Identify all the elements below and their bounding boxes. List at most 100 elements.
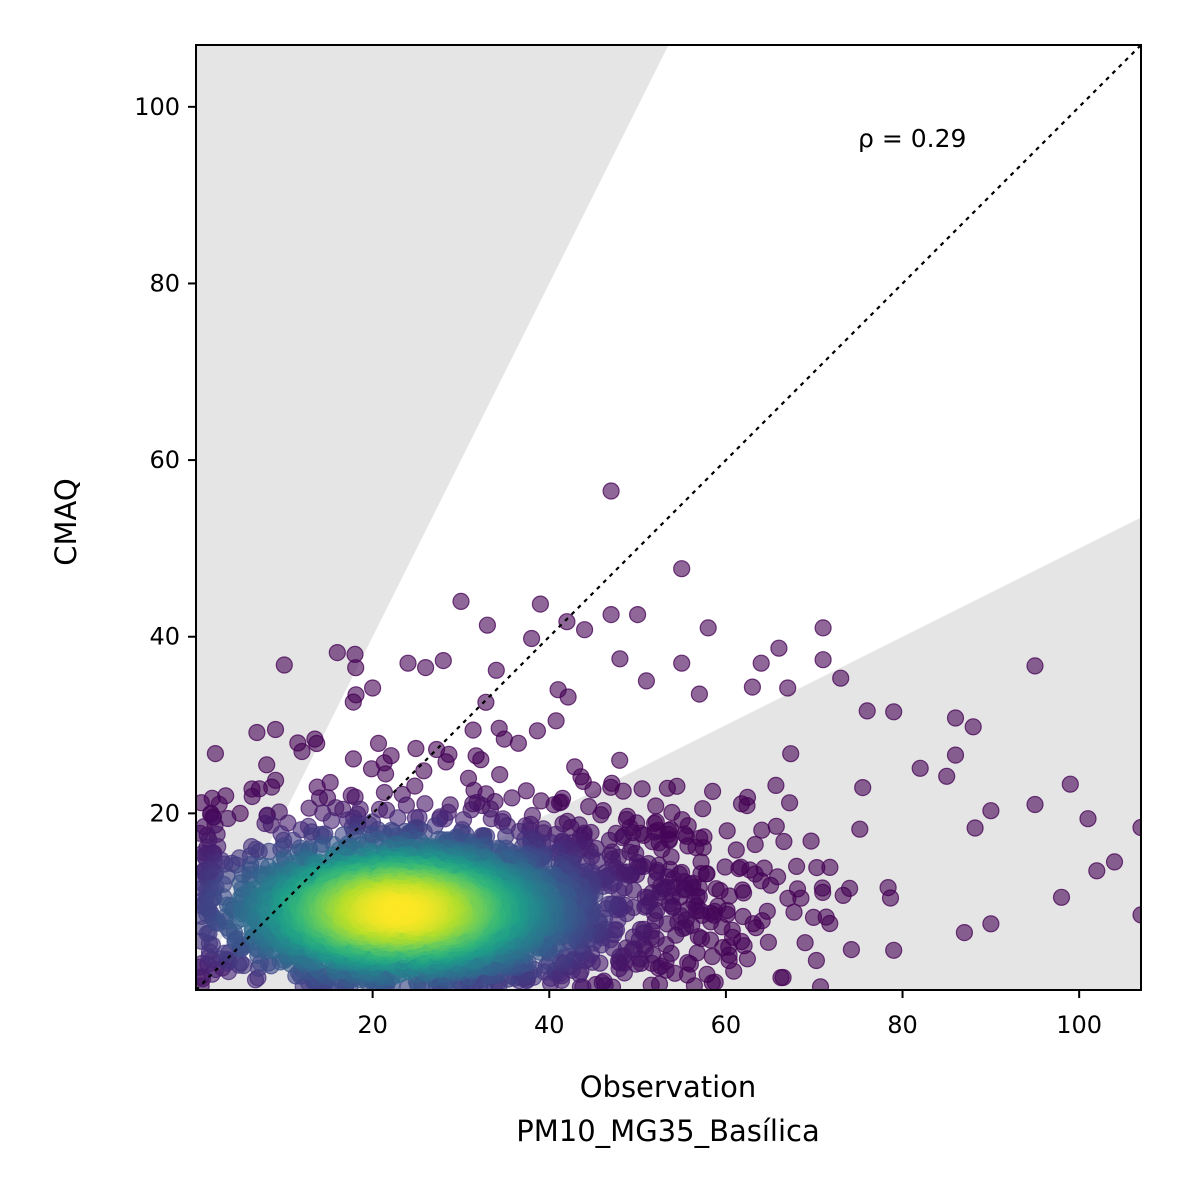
data-point [308, 734, 326, 753]
data-point [495, 730, 513, 748]
data-point [266, 720, 285, 739]
data-point [727, 841, 745, 859]
data-point [804, 908, 823, 927]
data-point [1132, 818, 1141, 837]
data-point [716, 858, 734, 876]
data-point [517, 782, 535, 800]
data-point [397, 796, 415, 814]
data-point [592, 806, 610, 824]
data-point [206, 744, 224, 763]
data-point [624, 928, 643, 946]
data-point [780, 794, 799, 812]
data-point [558, 613, 576, 631]
data-point [1105, 853, 1124, 871]
data-point [966, 819, 984, 837]
data-point [547, 712, 565, 730]
data-point [369, 734, 388, 753]
data-point [344, 693, 362, 711]
data-point [389, 900, 407, 918]
data-point [434, 651, 452, 670]
data-point [779, 679, 797, 697]
data-point [703, 947, 721, 966]
data-point [364, 679, 382, 697]
data-point [487, 661, 505, 679]
data-point [658, 779, 677, 797]
data-point [690, 685, 709, 703]
data-point [528, 722, 547, 740]
data-point [478, 616, 496, 634]
data-point [647, 797, 665, 815]
data-point [982, 915, 1000, 933]
data-point [858, 702, 876, 720]
data-point [753, 821, 771, 839]
data-point [653, 840, 671, 859]
data-point [289, 734, 307, 752]
data-point [782, 745, 800, 763]
correlation-annotation: ρ = 0.29 [858, 124, 966, 153]
data-point [437, 753, 455, 771]
data-point [779, 889, 797, 907]
data-point [743, 678, 762, 696]
data-point [633, 780, 651, 798]
data-point [767, 817, 785, 835]
data-point [611, 650, 629, 668]
data-point [767, 776, 785, 795]
data-point [752, 654, 770, 672]
data-point [911, 759, 929, 777]
data-point [699, 619, 717, 637]
data-point [275, 656, 293, 674]
y-tick-label: 20 [149, 799, 180, 827]
data-point [263, 778, 281, 796]
data-point [522, 629, 541, 648]
data-point [770, 639, 788, 657]
data-point [417, 658, 435, 677]
data-point [698, 965, 716, 984]
data-point [673, 560, 691, 578]
data-point [759, 933, 778, 951]
x-tick-label: 100 [1056, 1011, 1102, 1039]
data-point [854, 778, 872, 797]
x-tick-label: 20 [357, 1011, 388, 1039]
data-point [602, 482, 620, 500]
data-point [347, 659, 365, 677]
data-point [679, 837, 697, 855]
data-point [375, 783, 393, 802]
data-point [464, 721, 482, 739]
data-point [694, 800, 712, 818]
data-point [472, 751, 490, 769]
data-point [628, 605, 647, 624]
data-point [772, 968, 790, 987]
data-point [491, 765, 509, 784]
data-point [1026, 795, 1044, 814]
x-axis-sublabel: PM10_MG35_Basílica [516, 1114, 819, 1148]
x-axis-ticks: 20 40 60 80 100 [357, 990, 1102, 1039]
data-point [614, 782, 632, 800]
data-point [1061, 775, 1079, 793]
y-tick-label: 40 [149, 623, 180, 651]
data-point [248, 723, 266, 742]
y-tick-label: 80 [149, 269, 180, 297]
data-point [707, 880, 725, 898]
data-point [814, 651, 832, 669]
y-axis-label: CMAQ [49, 478, 83, 565]
data-point [802, 832, 820, 850]
x-tick-label: 60 [711, 1011, 742, 1039]
data-point [559, 688, 577, 706]
data-point [964, 718, 982, 736]
data-point [452, 592, 470, 611]
y-tick-label: 100 [134, 93, 180, 121]
data-point [1132, 906, 1141, 924]
data-point [399, 654, 417, 672]
data-point [673, 654, 691, 672]
data-point [1026, 657, 1044, 675]
data-point [602, 605, 620, 624]
x-tick-label: 80 [887, 1011, 918, 1039]
data-point [796, 934, 814, 952]
data-point [734, 907, 752, 926]
data-point [1052, 888, 1071, 906]
data-point [509, 734, 528, 752]
data-point [834, 886, 852, 905]
data-point [851, 820, 869, 838]
data-point [811, 978, 830, 990]
